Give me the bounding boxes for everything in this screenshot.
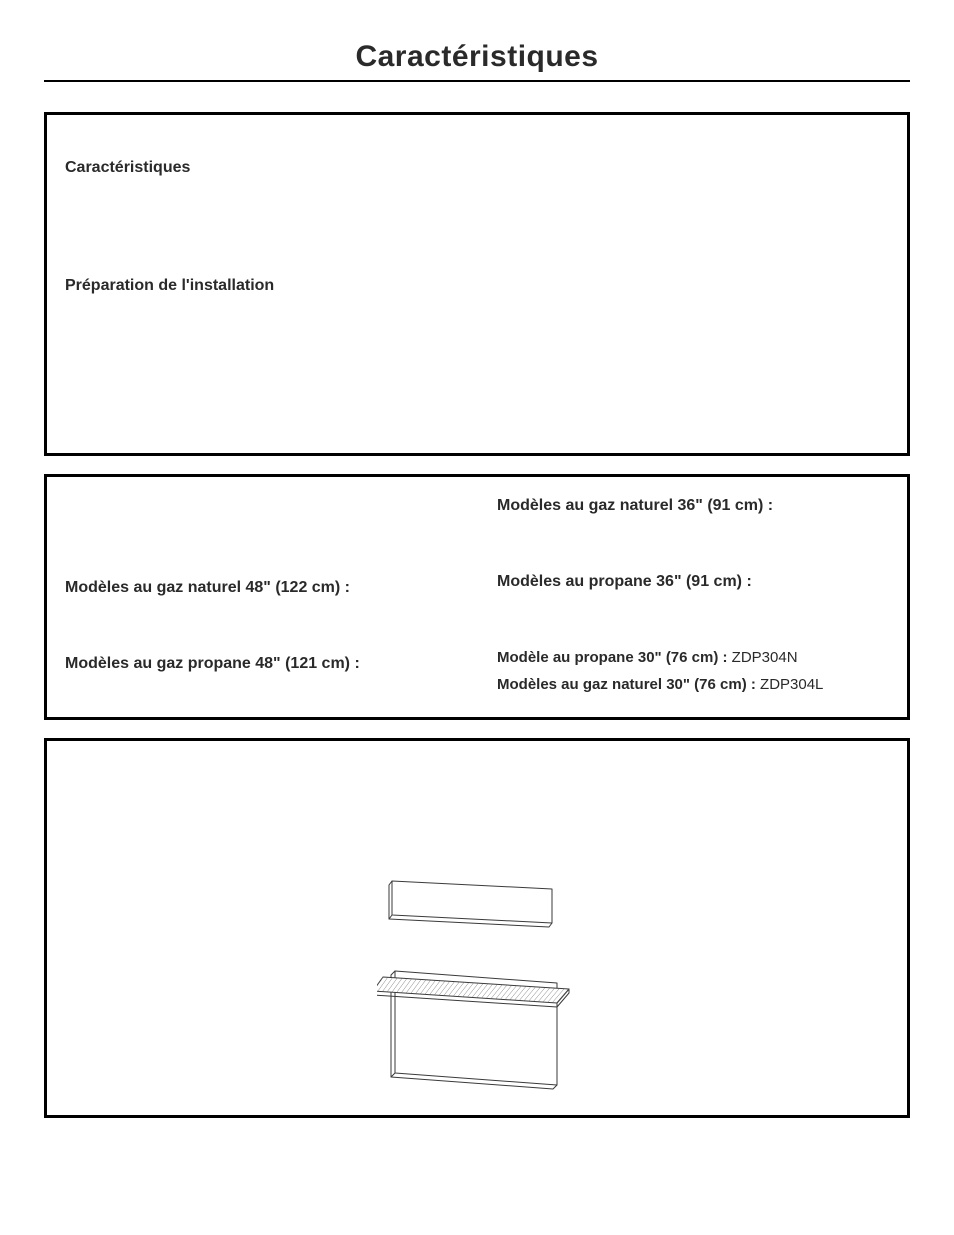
model-line: Modèles au gaz naturel 48" (122 cm) : — [65, 579, 457, 597]
model-label: Modèle au propane 30" (76 cm) : — [497, 649, 732, 666]
model-line: Modèles au propane 36" (91 cm) : — [497, 573, 889, 591]
model-label: Modèles au gaz naturel 30" (76 cm) : — [497, 676, 760, 693]
model-line: Modèles au gaz naturel 36" (91 cm) : — [497, 497, 889, 515]
prep-heading: Préparation de l'installation — [65, 277, 889, 295]
model-value: ZDP304N — [732, 649, 798, 666]
model-line: Modèles au gaz naturel 30" (76 cm) : ZDP… — [497, 676, 889, 693]
model-line: Modèle au propane 30" (76 cm) : ZDP304N — [497, 649, 889, 666]
page-title: Caractéristiques — [44, 40, 910, 74]
characteristics-box: Caractéristiques Préparation de l'instal… — [44, 112, 910, 456]
characteristics-heading: Caractéristiques — [65, 159, 889, 177]
models-left-column: Modèles au gaz naturel 48" (122 cm) : Mo… — [65, 497, 457, 699]
panel-diagram-icon — [377, 871, 577, 1106]
illustration-box — [44, 738, 910, 1118]
title-rule — [44, 80, 910, 82]
model-line: Modèles au gaz propane 48" (121 cm) : — [65, 655, 457, 673]
models-box: Modèles au gaz naturel 48" (122 cm) : Mo… — [44, 474, 910, 720]
model-value: ZDP304L — [760, 676, 823, 693]
models-right-column: Modèles au gaz naturel 36" (91 cm) : Mod… — [497, 497, 889, 699]
